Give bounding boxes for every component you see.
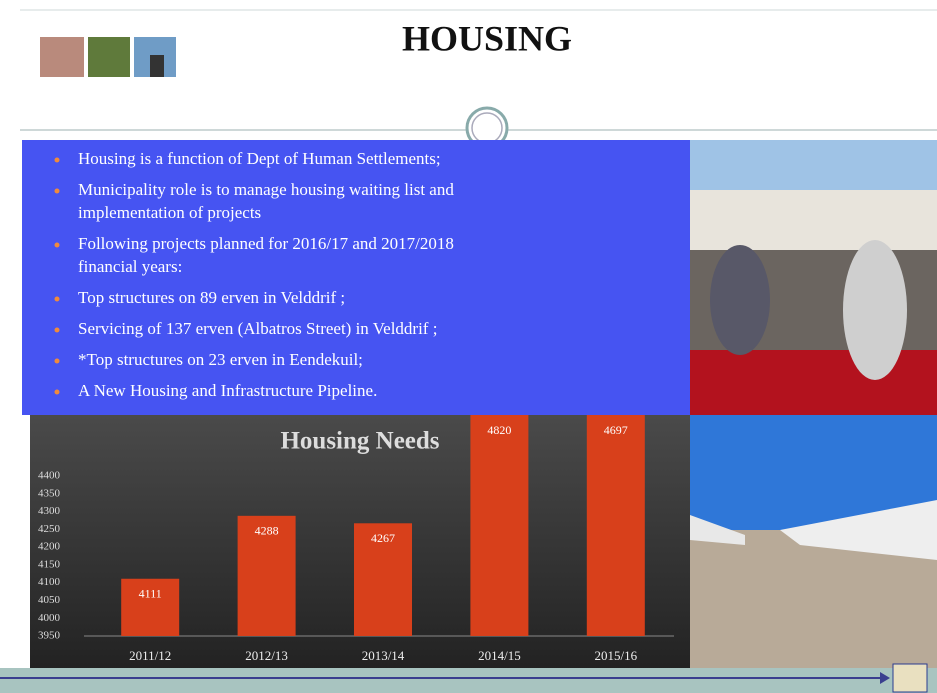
y-tick-label: 4050 <box>38 594 61 606</box>
slide-title: HOUSING <box>402 18 572 58</box>
photo-bottom <box>690 415 937 670</box>
y-tick-label: 4200 <box>38 541 61 553</box>
x-tick-label: 2011/12 <box>129 648 171 663</box>
y-tick-label: 4400 <box>38 470 61 482</box>
data-label: 4267 <box>371 531 395 545</box>
thumbnails <box>40 37 176 77</box>
footer-band <box>0 668 937 693</box>
slide: HOUSING Housing is a function of Dept of… <box>0 0 937 693</box>
x-tick-label: 2014/15 <box>478 648 521 663</box>
divider-circle-inner <box>472 113 502 143</box>
y-tick-label: 4300 <box>38 505 61 517</box>
bullet-text: Servicing of 137 erven (Albatros Street)… <box>78 319 437 338</box>
y-tick-label: 4000 <box>38 612 61 624</box>
data-label: 4820 <box>487 423 511 437</box>
bullet-text: *Top structures on 23 erven in Eendekuil… <box>78 350 363 369</box>
y-tick-label: 3950 <box>38 630 61 642</box>
bullet-text: Municipality role is to manage housing w… <box>78 180 454 199</box>
y-tick-label: 4250 <box>38 523 61 535</box>
photo-top <box>690 140 937 415</box>
data-label: 4288 <box>255 524 279 538</box>
bullet-text: Housing is a function of Dept of Human S… <box>78 149 441 168</box>
bullet-text: A New Housing and Infrastructure Pipelin… <box>78 381 377 400</box>
bullet-dot <box>55 189 60 194</box>
bullet-dot <box>55 359 60 364</box>
y-tick-label: 4350 <box>38 487 61 499</box>
x-tick-label: 2012/13 <box>245 648 288 663</box>
bullet-text: Top structures on 89 erven in Velddrif ; <box>78 288 345 307</box>
bullet-dot <box>55 158 60 163</box>
x-tick-label: 2013/14 <box>362 648 405 663</box>
logo <box>893 664 927 692</box>
bullet-dot <box>55 297 60 302</box>
bullet-text: implementation of projects <box>78 203 261 222</box>
y-tick-label: 4100 <box>38 576 61 588</box>
bullet-text: financial years: <box>78 257 182 276</box>
data-label: 4697 <box>604 423 628 437</box>
chart-title: Housing Needs <box>280 428 439 455</box>
bullet-dot <box>55 328 60 333</box>
bullet-text: Following projects planned for 2016/17 a… <box>78 234 454 253</box>
y-tick-label: 4150 <box>38 558 61 570</box>
bullet-dot <box>55 390 60 395</box>
x-tick-label: 2015/16 <box>594 648 637 663</box>
bullet-dot <box>55 243 60 248</box>
data-label: 4111 <box>139 587 162 601</box>
